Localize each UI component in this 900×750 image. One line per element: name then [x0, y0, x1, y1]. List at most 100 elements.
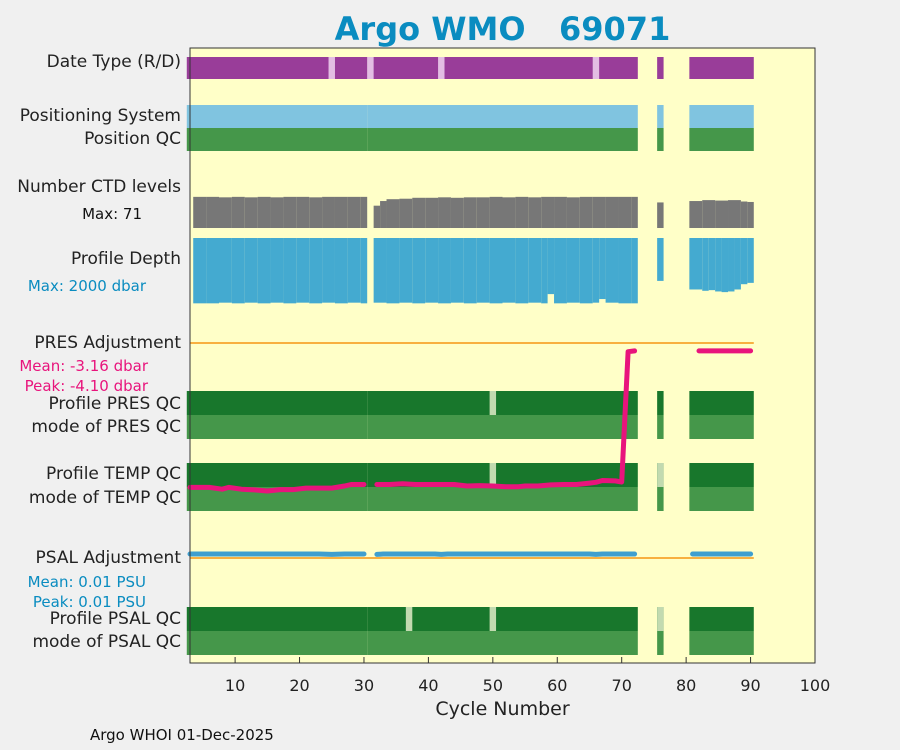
profile-temp-qc-light-cell [489, 463, 497, 487]
profile-depth-bar [296, 238, 310, 303]
ctd-max-annotation: Max: 71 [82, 205, 142, 223]
profile-depth-bar [283, 238, 297, 304]
profile-depth-bar [728, 238, 735, 292]
psal-peak-annotation: Peak: 0.01 PSU [32, 593, 146, 611]
ctd-level-bar [489, 196, 503, 228]
date-type-delayed-cell [438, 57, 445, 79]
ctd-level-bar [689, 201, 703, 228]
ctd-level-bar [244, 197, 258, 228]
profile-depth-bar [489, 238, 503, 304]
profile-depth-bar [605, 238, 619, 303]
ctd-level-bar [618, 196, 632, 228]
x-tick-label: 40 [418, 676, 438, 695]
x-tick-label: 50 [483, 676, 503, 695]
x-tick-label: 60 [547, 676, 567, 695]
ctd-level-bar [528, 197, 542, 228]
ctd-level-bar [425, 197, 439, 228]
pres-mean-annotation: Mean: -3.16 dbar [19, 357, 148, 375]
profile-depth-bar [547, 238, 555, 295]
row-label-date-type: Date Type (R/D) [46, 52, 181, 72]
profile-depth-bar [309, 238, 323, 304]
mode-pres-qc-band [689, 415, 754, 439]
row-label-positioning-system: Positioning System [19, 106, 181, 126]
x-tick-label: 70 [612, 676, 632, 695]
ctd-level-bar [283, 196, 297, 228]
row-label-ctd-levels: Number CTD levels [17, 177, 181, 197]
footer-credit: Argo WHOI 01-Dec-2025 [90, 726, 274, 744]
x-axis-label: Cycle Number [435, 698, 570, 720]
psal-mean-annotation: Mean: 0.01 PSU [27, 573, 146, 591]
profile-temp-qc-band [186, 463, 368, 487]
profile-depth-bar [734, 238, 741, 290]
profile-depth-bar [322, 238, 335, 303]
profile-pres-qc-band [186, 391, 368, 415]
mode-psal-qc-band [657, 631, 664, 655]
ctd-level-bar [702, 200, 716, 228]
mode-psal-qc-band [689, 631, 754, 655]
profile-depth-bar [618, 238, 632, 304]
row-label-pres-adjustment: PRES Adjustment [34, 333, 181, 353]
mode-pres-qc-band [657, 415, 664, 439]
x-tick-label: 90 [740, 676, 760, 695]
ctd-level-bar [541, 196, 555, 228]
position-qc-band [657, 128, 664, 151]
date-type-band [657, 57, 664, 79]
ctd-level-bar [463, 197, 477, 228]
positioning-band [657, 105, 664, 128]
ctd-level-bar [347, 196, 361, 228]
row-label-profile-psal-qc: Profile PSAL QC [49, 609, 181, 629]
profile-depth-bar [715, 238, 722, 292]
ctd-level-bar [592, 196, 606, 228]
ctd-level-bar [515, 196, 529, 228]
profile-depth-bar [541, 238, 548, 304]
ctd-level-bar [380, 201, 387, 228]
profile-depth-bar [702, 238, 709, 291]
profile-depth-bar [515, 238, 529, 304]
row-label-psal-adjustment: PSAL Adjustment [35, 548, 181, 568]
profile-psal-qc-light-cell [657, 607, 664, 631]
profile-depth-bar [740, 238, 748, 285]
positioning-band [367, 105, 638, 128]
row-label-profile-depth: Profile Depth [70, 249, 181, 269]
ctd-level-bar [450, 197, 464, 228]
ctd-level-bar [386, 199, 400, 228]
profile-depth-bar [721, 238, 729, 293]
ctd-level-bar [502, 197, 516, 228]
x-tick-label: 100 [800, 676, 831, 695]
date-type-band [367, 57, 638, 79]
date-type-delayed-cell [367, 57, 374, 79]
profile-depth-bar [425, 238, 439, 303]
profile-depth-bar [747, 238, 754, 283]
date-type-delayed-cell [328, 57, 335, 79]
ctd-level-bar [579, 196, 593, 228]
ctd-level-bar [257, 196, 271, 228]
mode-temp-qc-band [689, 487, 754, 511]
profile-depth-bar [554, 238, 567, 304]
profile-depth-bar [708, 238, 716, 291]
ctd-level-bar [309, 197, 323, 228]
position-qc-band [689, 128, 754, 151]
ctd-level-bar [728, 200, 741, 228]
mode-psal-qc-band [186, 631, 368, 655]
chart-title: Argo WMO 69071 [334, 10, 671, 48]
ctd-level-bar [270, 197, 284, 228]
profile-depth-bar [193, 238, 207, 304]
date-type-delayed-cell [592, 57, 600, 79]
row-label-profile-pres-qc: Profile PRES QC [48, 394, 181, 414]
profile-depth-bar [218, 238, 232, 303]
position-qc-band [367, 128, 638, 151]
profile-pres-qc-band [367, 391, 638, 415]
row-label-mode-pres-qc: mode of PRES QC [31, 417, 181, 437]
ctd-level-bar [740, 201, 748, 228]
position-qc-band [186, 128, 368, 151]
profile-depth-bar [450, 238, 464, 303]
profile-depth-bar [476, 238, 490, 303]
ctd-level-bar [566, 197, 580, 228]
ctd-level-bar [476, 197, 490, 228]
mode-pres-qc-band [367, 415, 638, 439]
ctd-level-bar [554, 196, 567, 228]
ctd-level-bar [296, 196, 310, 228]
profile-depth-bar [257, 238, 271, 304]
profile-pres-qc-band [657, 391, 664, 415]
profile-depth-bar [334, 238, 348, 304]
